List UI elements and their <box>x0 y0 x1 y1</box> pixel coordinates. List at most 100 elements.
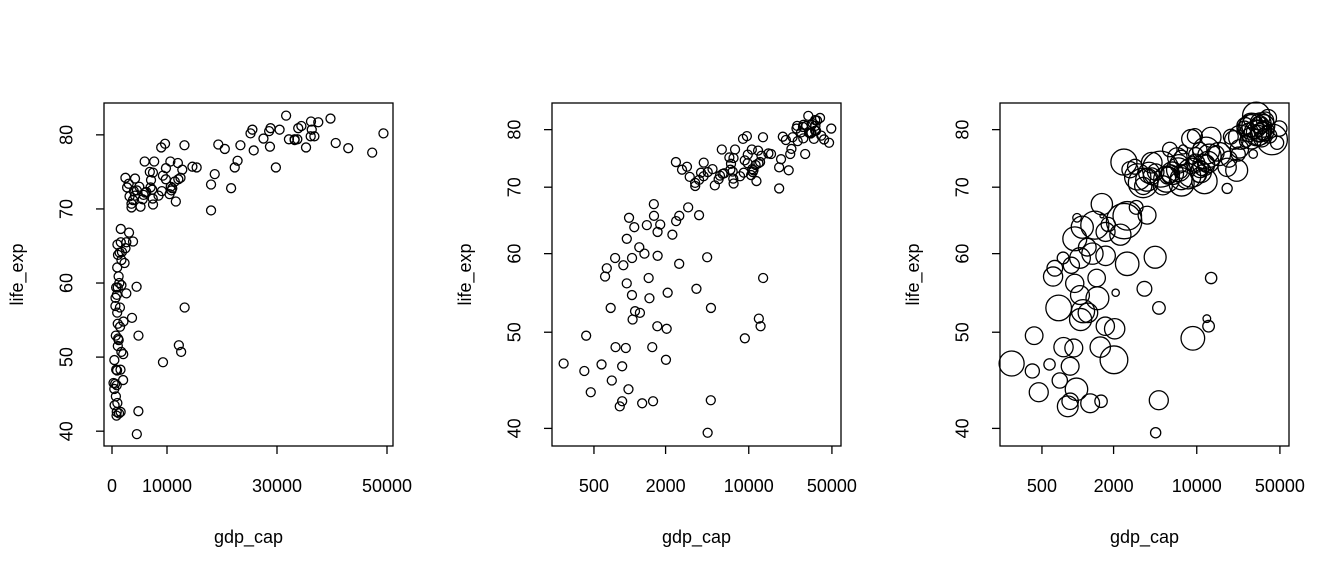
bubble <box>1137 205 1157 225</box>
point <box>634 242 645 253</box>
bubble <box>1202 319 1216 333</box>
bubble <box>1192 153 1216 177</box>
point <box>716 144 727 155</box>
point <box>113 271 124 282</box>
point <box>209 168 220 180</box>
point <box>177 164 188 175</box>
point <box>115 237 126 248</box>
point <box>737 133 749 145</box>
point <box>116 254 127 266</box>
bubble <box>1143 245 1167 269</box>
point <box>175 346 187 358</box>
point <box>757 132 769 143</box>
bubble <box>1177 144 1189 155</box>
point <box>596 359 607 370</box>
point <box>274 124 285 135</box>
point <box>280 110 292 121</box>
point <box>705 395 716 406</box>
bubble <box>1202 314 1212 324</box>
point <box>205 205 217 216</box>
point <box>627 314 638 325</box>
point <box>800 148 811 160</box>
point <box>652 226 663 238</box>
point <box>112 340 123 352</box>
bubble <box>1174 162 1202 190</box>
point <box>133 330 144 341</box>
point <box>681 161 693 172</box>
bubble <box>1099 345 1129 375</box>
bubble <box>1094 394 1108 409</box>
point <box>660 354 672 365</box>
y-axis-label: life_exp <box>455 243 476 305</box>
point <box>113 408 125 419</box>
bubble <box>1136 280 1153 297</box>
point <box>305 116 317 127</box>
bubble <box>1180 325 1206 351</box>
point <box>128 186 139 197</box>
point <box>629 222 640 233</box>
point <box>705 302 717 314</box>
point <box>617 361 628 372</box>
point <box>121 288 132 299</box>
bubble <box>998 350 1025 377</box>
point <box>709 180 720 191</box>
point <box>114 277 125 289</box>
point <box>114 302 126 313</box>
point <box>306 124 317 135</box>
point <box>798 119 809 130</box>
y-tick-label: 50 <box>953 322 973 342</box>
point <box>606 375 617 386</box>
point <box>783 165 794 176</box>
point <box>623 212 635 223</box>
point <box>112 307 123 318</box>
bubble <box>1220 150 1238 168</box>
point <box>111 365 123 376</box>
point <box>187 161 198 172</box>
point <box>725 158 737 169</box>
bubble <box>1221 182 1233 195</box>
point <box>229 162 240 173</box>
point <box>147 193 158 204</box>
point <box>112 318 123 329</box>
bubble <box>1168 170 1195 197</box>
point <box>698 157 709 168</box>
bubble <box>1243 119 1271 147</box>
point <box>691 283 702 294</box>
point <box>170 196 181 207</box>
bubble <box>1142 167 1161 186</box>
point <box>618 260 629 271</box>
point <box>110 330 121 341</box>
point <box>643 272 654 284</box>
bubble <box>1239 112 1264 138</box>
y-tick-label: 80 <box>57 125 77 145</box>
point <box>219 143 230 155</box>
point <box>283 134 295 145</box>
point <box>126 202 137 213</box>
point <box>798 133 809 144</box>
point <box>751 175 762 187</box>
x-axis-label: gdp_cap <box>214 527 283 548</box>
plot-frame <box>551 102 842 447</box>
point <box>674 258 685 269</box>
point <box>652 321 663 332</box>
y-tick-label: 50 <box>57 347 77 367</box>
point <box>147 199 159 210</box>
bubble <box>1222 128 1239 145</box>
point <box>826 123 837 134</box>
bubble <box>1256 123 1289 156</box>
bubble <box>1253 120 1275 142</box>
point <box>133 406 144 417</box>
bubble <box>1206 141 1232 167</box>
point <box>131 281 142 292</box>
point <box>300 142 312 153</box>
x-tick-label: 50000 <box>807 476 857 496</box>
y-tick-label: 40 <box>57 421 77 441</box>
point <box>757 272 769 284</box>
point <box>149 156 160 167</box>
y-axis-label: life_exp <box>903 243 924 305</box>
point <box>639 248 650 259</box>
point <box>729 144 741 155</box>
point <box>814 112 826 124</box>
point <box>648 198 659 210</box>
